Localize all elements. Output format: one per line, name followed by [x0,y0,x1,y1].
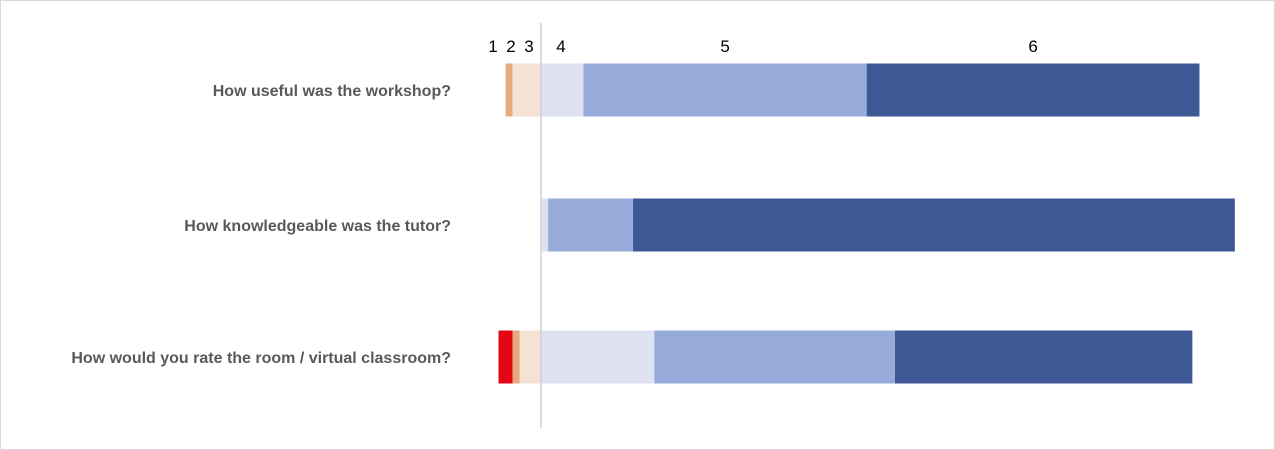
category-labels-layer: How useful was the workshop? How knowledg… [71,83,451,367]
scale-label-1: 1 [488,37,497,56]
category-label-2: How knowledgeable was the tutor? [184,218,451,235]
bar-segment-q3-rating-2 [512,330,520,384]
bar-segment-q2-rating-6 [633,198,1235,252]
scale-label-6: 6 [1028,37,1037,56]
scale-label-4: 4 [556,37,565,56]
bar-segment-q3-rating-5 [654,330,895,384]
scale-label-5: 5 [720,37,729,56]
category-label-1: How useful was the workshop? [213,83,451,100]
bar-segment-q1-rating-5 [583,63,867,117]
bar-segment-q1-rating-2 [505,63,513,117]
bar-segment-q3-rating-3 [519,330,541,384]
bar-segment-q2-rating-4 [541,198,549,252]
scale-label-2: 2 [506,37,515,56]
bars-layer [498,63,1235,384]
category-label-3: How would you rate the room / virtual cl… [71,350,451,367]
scale-label-3: 3 [524,37,533,56]
bar-segment-q1-rating-4 [541,63,584,117]
bar-segment-q3-rating-1 [498,330,513,384]
bar-segment-q1-rating-3 [512,63,541,117]
bar-segment-q2-rating-5 [548,198,634,252]
bar-segment-q3-rating-6 [895,330,1193,384]
bar-segment-q1-rating-6 [866,63,1200,117]
bar-segment-q3-rating-4 [541,330,655,384]
